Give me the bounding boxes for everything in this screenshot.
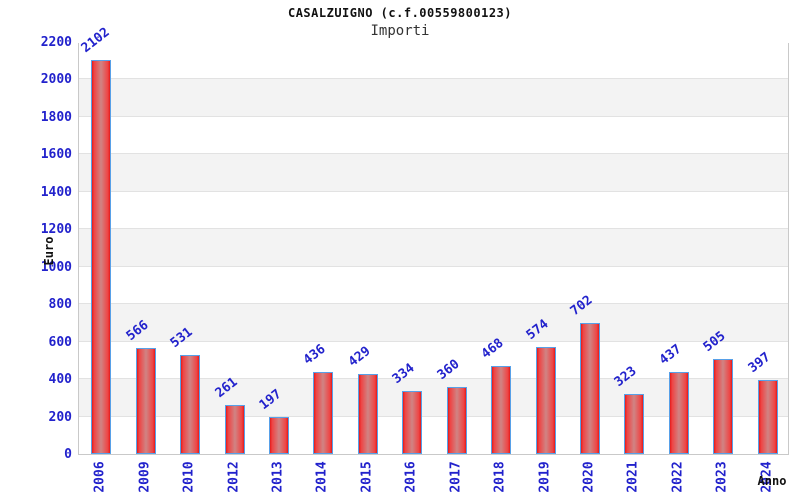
y-tick-label: 1200	[40, 222, 72, 238]
y-tick-label: 0	[64, 447, 72, 462]
bar	[402, 391, 423, 454]
plot-band	[79, 229, 788, 267]
bar	[135, 348, 156, 454]
gridline	[79, 378, 788, 380]
x-axis-title: Anno	[757, 474, 787, 488]
gridline	[79, 153, 788, 155]
x-tick-label: 2021	[625, 461, 641, 493]
y-axis-title: Euro	[42, 236, 56, 266]
gridline	[79, 265, 788, 267]
bar	[491, 366, 512, 454]
x-tick-label: 2018	[492, 461, 508, 493]
plot-band	[79, 266, 788, 305]
chart-subtitle: Importi	[370, 23, 430, 39]
gridline	[79, 190, 788, 192]
x-tick-label: 2006	[92, 461, 108, 493]
y-tick-label: 2200	[40, 35, 72, 50]
y-tick-label: 1000	[40, 259, 72, 275]
gridline	[79, 78, 788, 80]
plot-band	[79, 304, 788, 342]
bar	[668, 372, 689, 454]
x-tick-label: 2017	[448, 461, 464, 493]
bar	[357, 373, 378, 454]
bar	[535, 346, 556, 454]
y-tick-label: 800	[48, 297, 72, 313]
x-tick-label: 2013	[270, 461, 286, 493]
y-tick-label: 1800	[40, 109, 72, 125]
x-tick-label: 2020	[581, 461, 597, 493]
bar	[757, 379, 778, 454]
x-tick-label: 2023	[714, 461, 730, 493]
bar	[268, 417, 289, 454]
bar	[313, 372, 334, 454]
chart-title: CASALZUIGNO (c.f.00559800123)	[287, 6, 512, 20]
bar	[713, 359, 734, 454]
bar	[580, 322, 601, 454]
y-tick-label: 200	[48, 409, 72, 425]
plot-band	[79, 42, 788, 80]
plot-band	[79, 191, 788, 230]
gridline	[79, 115, 788, 117]
x-tick-label: 2016	[403, 461, 419, 493]
gridline	[79, 415, 788, 417]
x-tick-label: 2015	[359, 461, 375, 493]
plot-band	[79, 116, 788, 155]
plot-band	[79, 154, 788, 192]
x-tick-label: 2009	[137, 461, 153, 493]
y-tick-label: 600	[48, 334, 72, 350]
bar	[224, 405, 245, 454]
x-tick-label: 2022	[670, 461, 686, 493]
y-tick-label: 2000	[40, 72, 72, 88]
gridline	[79, 303, 788, 305]
bar	[91, 60, 112, 454]
x-tick-label: 2010	[181, 461, 197, 493]
y-tick-label: 1400	[40, 184, 72, 200]
y-tick-label: 1600	[40, 147, 72, 163]
x-tick-label: 2014	[314, 461, 330, 493]
bar	[624, 393, 645, 454]
y-tick-label: 400	[48, 372, 72, 388]
gridline	[79, 340, 788, 342]
bar	[180, 354, 201, 454]
gridline	[79, 228, 788, 230]
bar	[446, 386, 467, 454]
plot-area	[78, 42, 789, 455]
x-tick-label: 2019	[537, 461, 553, 493]
x-tick-label: 2012	[226, 461, 242, 493]
plot-band	[79, 79, 788, 117]
